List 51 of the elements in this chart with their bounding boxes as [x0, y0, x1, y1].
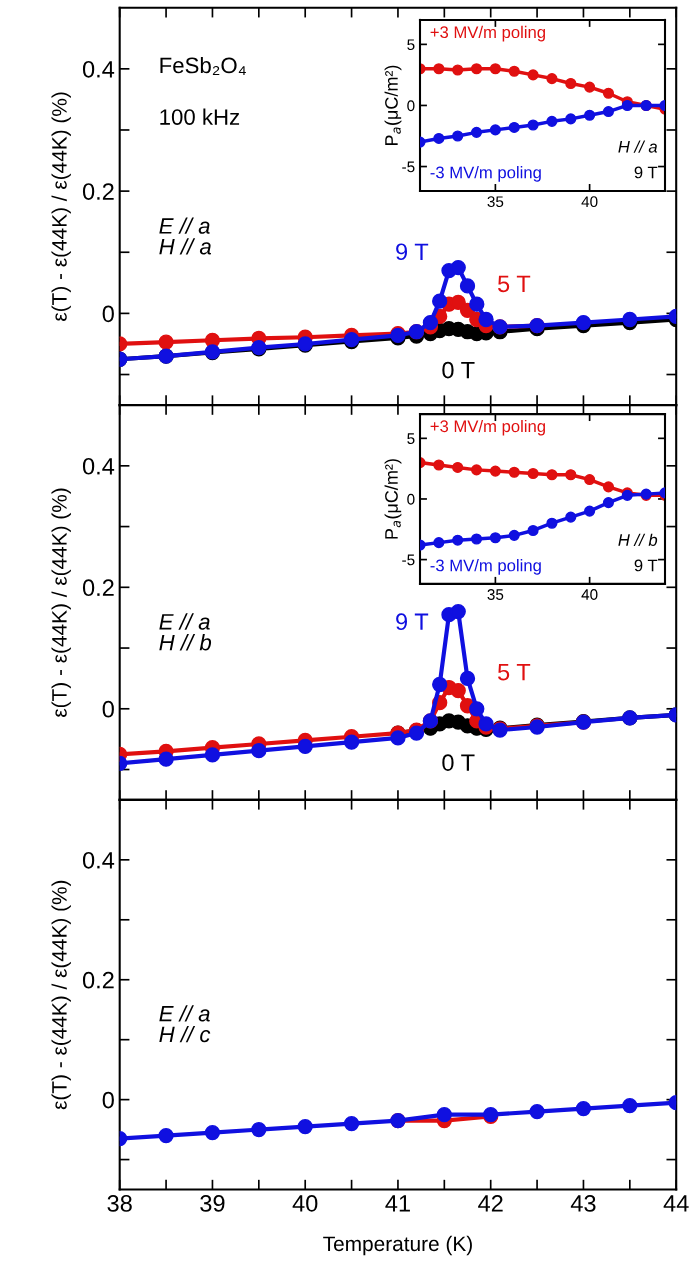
y-tick-label: 0.4: [82, 457, 115, 475]
series-label: +3 MV/m poling: [430, 25, 545, 42]
y-tick-label: 0: [102, 700, 114, 718]
y-tick-label: -5: [402, 554, 415, 566]
series-label: 9 T: [396, 243, 429, 261]
series-label: -3 MV/m poling: [430, 166, 541, 182]
series-label: 0 T: [442, 754, 475, 771]
series-label: 0 T: [442, 361, 475, 379]
y-tick-label: 0: [407, 493, 415, 505]
y-axis-title: ε(T) - ε(44K) / ε(44K) (%): [51, 880, 71, 1110]
series-label: 5 T: [497, 275, 531, 293]
x-axis-title: Temperature (K): [323, 1235, 472, 1256]
y-tick-label: 0.4: [82, 851, 115, 869]
x-tick-label: 35: [487, 589, 504, 600]
y-tick-label: 0: [102, 1091, 114, 1109]
y-tick-label: -5: [402, 161, 415, 173]
annotation: FeSb₂O₄: [160, 56, 246, 75]
x-tick-label: 39: [200, 1195, 225, 1212]
y-axis-title: P$_{a}$(μC/m²): [384, 459, 402, 539]
annotation: E // a H // c: [159, 1005, 211, 1043]
annotation: 9 T: [634, 166, 658, 179]
series-label: 5 T: [497, 664, 531, 681]
y-tick-label: 5: [407, 39, 415, 51]
annotation: E // a H // b: [159, 613, 212, 651]
x-tick-label: 43: [570, 1195, 596, 1212]
x-tick-label: 38: [107, 1195, 132, 1212]
y-axis-title: ε(T) - ε(44K) / ε(44K) (%): [51, 488, 71, 717]
y-tick-label: 0: [407, 100, 415, 112]
x-tick-label: 40: [581, 196, 598, 208]
series-label: -3 MV/m poling: [430, 559, 541, 575]
annotation: 9 T: [634, 559, 658, 572]
annotation: H // b: [618, 533, 658, 546]
y-tick-label: 0.4: [82, 60, 115, 78]
x-tick-label: 40: [292, 1195, 318, 1212]
y-tick-label: 5: [407, 433, 415, 445]
y-tick-label: 0: [102, 305, 114, 323]
x-tick-label: 35: [487, 196, 504, 208]
y-tick-label: 0.2: [82, 183, 114, 200]
y-tick-label: 0.2: [82, 971, 114, 989]
annotation: 100 kHz: [160, 108, 240, 125]
x-tick-label: 42: [478, 1195, 503, 1212]
y-axis-title: ε(T) - ε(44K) / ε(44K) (%): [51, 92, 71, 321]
x-tick-label: 44: [663, 1195, 689, 1212]
annotation: E // a H // a: [159, 217, 211, 255]
x-tick-label: 40: [581, 589, 598, 600]
annotation: H // a: [618, 140, 658, 153]
x-tick-label: 41: [385, 1195, 410, 1212]
y-tick-label: 0.2: [82, 579, 114, 597]
series-label: 9 T: [396, 613, 429, 631]
y-axis-title: P$_{a}$(μC/m²): [384, 65, 402, 146]
series-label: +3 MV/m poling: [430, 419, 545, 436]
